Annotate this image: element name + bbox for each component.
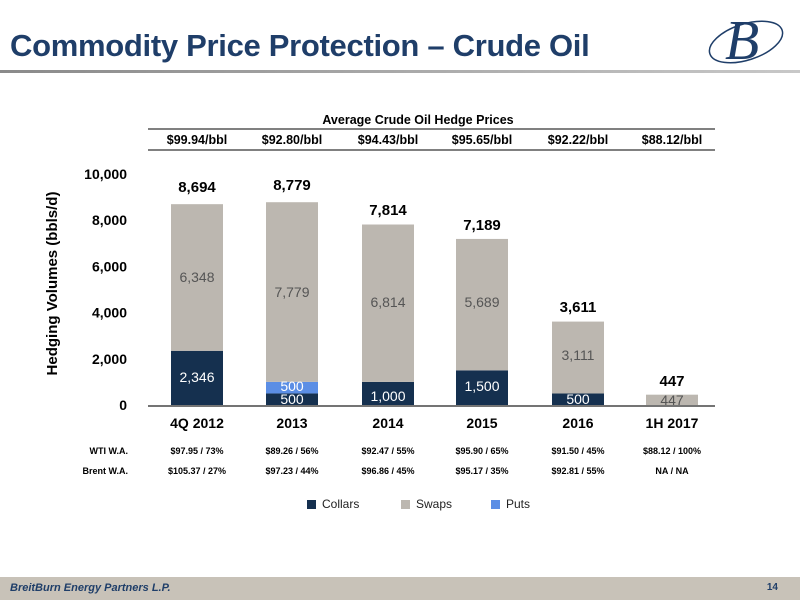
title-divider bbox=[0, 70, 800, 73]
legend-swatch-swaps bbox=[401, 499, 410, 509]
x-tick-label: 1H 2017 bbox=[646, 415, 699, 431]
data-label-puts: 500 bbox=[280, 378, 304, 394]
data-label-collars: 500 bbox=[566, 391, 590, 407]
chart-title: Average Crude Oil Hedge Prices bbox=[322, 113, 513, 127]
bar-segment-collars bbox=[362, 381, 414, 405]
bar-segment-swaps bbox=[266, 202, 318, 382]
data-label-swaps: 3,111 bbox=[562, 347, 595, 363]
legend-swatch-puts bbox=[491, 499, 500, 509]
data-label-swaps: 447 bbox=[660, 392, 684, 408]
row-cell: NA / NA bbox=[655, 466, 689, 476]
row-cell: $92.81 / 55% bbox=[551, 466, 604, 476]
avg-price-label: $92.80/bbl bbox=[262, 133, 322, 147]
row-cell: $97.95 / 73% bbox=[170, 446, 223, 456]
avg-price-label: $88.12/bbl bbox=[642, 133, 702, 147]
footer-company: BreitBurn Energy Partners L.P. bbox=[10, 582, 171, 594]
row-cell: $97.23 / 44% bbox=[265, 466, 318, 476]
row-cell: $96.86 / 45% bbox=[361, 466, 414, 476]
legend-item-puts: Puts bbox=[491, 497, 530, 511]
logo-letter: B bbox=[725, 10, 759, 70]
data-label-collars: 1,500 bbox=[464, 378, 499, 394]
footer-bar: BreitBurn Energy Partners L.P. 14 bbox=[0, 577, 800, 600]
y-tick-label: 0 bbox=[119, 397, 127, 413]
bar-segment-swaps bbox=[362, 224, 414, 382]
data-label-collars: 500 bbox=[280, 391, 304, 407]
y-axis-label: Hedging Volumes (bbls/d) bbox=[44, 192, 61, 376]
bar-segment-collars bbox=[266, 393, 318, 405]
data-label-swaps: 6,814 bbox=[370, 294, 405, 310]
bar-segment-swaps bbox=[456, 238, 508, 371]
row-label: Brent W.A. bbox=[82, 466, 128, 476]
avg-price-label: $94.43/bbl bbox=[358, 133, 418, 147]
avg-price-label: $95.65/bbl bbox=[452, 133, 512, 147]
row-cell: $92.47 / 55% bbox=[361, 446, 414, 456]
bar-segment-collars bbox=[552, 393, 604, 405]
bar-segment-collars bbox=[456, 370, 508, 405]
bar-segment-swaps bbox=[552, 321, 604, 394]
bar-segment-swaps bbox=[646, 394, 698, 405]
x-tick-label: 2016 bbox=[562, 415, 593, 431]
legend-item-collars: Collars bbox=[307, 497, 359, 511]
total-label: 7,189 bbox=[463, 217, 501, 234]
page-number: 14 bbox=[766, 582, 778, 593]
avg-price-label: $92.22/bbl bbox=[548, 133, 608, 147]
chart-legend: Collars Swaps Puts bbox=[0, 497, 800, 513]
row-cell: $95.17 / 35% bbox=[455, 466, 508, 476]
y-tick-label: 10,000 bbox=[84, 166, 127, 182]
y-tick-label: 2,000 bbox=[92, 351, 127, 367]
x-tick-label: 2014 bbox=[372, 415, 403, 431]
legend-label-swaps: Swaps bbox=[416, 497, 453, 511]
x-tick-label: 2015 bbox=[466, 415, 497, 431]
y-tick-label: 6,000 bbox=[92, 258, 127, 274]
bar-segment-collars bbox=[171, 350, 223, 405]
row-cell: $91.50 / 45% bbox=[551, 446, 604, 456]
row-cell: $105.37 / 27% bbox=[168, 466, 226, 476]
data-label-collars: 2,346 bbox=[179, 369, 214, 385]
data-label-swaps: 6,348 bbox=[179, 269, 214, 285]
row-label: WTI W.A. bbox=[90, 446, 129, 456]
avg-price-label: $99.94/bbl bbox=[167, 133, 227, 147]
y-tick-label: 8,000 bbox=[92, 212, 127, 228]
legend-label-puts: Puts bbox=[506, 497, 531, 511]
bar-segment-puts bbox=[266, 381, 318, 394]
x-tick-label: 4Q 2012 bbox=[170, 415, 224, 431]
data-label-swaps: 7,779 bbox=[274, 284, 309, 300]
row-cell: $95.90 / 65% bbox=[455, 446, 508, 456]
page-title: Commodity Price Protection – Crude Oil bbox=[10, 28, 590, 63]
row-cell: $88.12 / 100% bbox=[643, 446, 701, 456]
total-label: 7,814 bbox=[369, 202, 407, 219]
legend-label-collars: Collars bbox=[322, 497, 360, 511]
legend-swatch-collars bbox=[307, 499, 316, 509]
total-label: 3,611 bbox=[560, 299, 597, 316]
total-label: 447 bbox=[659, 373, 684, 390]
company-logo: B bbox=[708, 10, 784, 70]
bar-segment-swaps bbox=[171, 204, 223, 351]
x-tick-label: 2013 bbox=[276, 415, 307, 431]
total-label: 8,779 bbox=[273, 177, 311, 194]
data-label-collars: 1,000 bbox=[370, 388, 405, 404]
legend-item-swaps: Swaps bbox=[401, 497, 452, 511]
y-tick-label: 4,000 bbox=[92, 305, 127, 321]
data-label-swaps: 5,689 bbox=[464, 294, 499, 310]
row-cell: $89.26 / 56% bbox=[265, 446, 318, 456]
total-label: 8,694 bbox=[178, 179, 216, 196]
